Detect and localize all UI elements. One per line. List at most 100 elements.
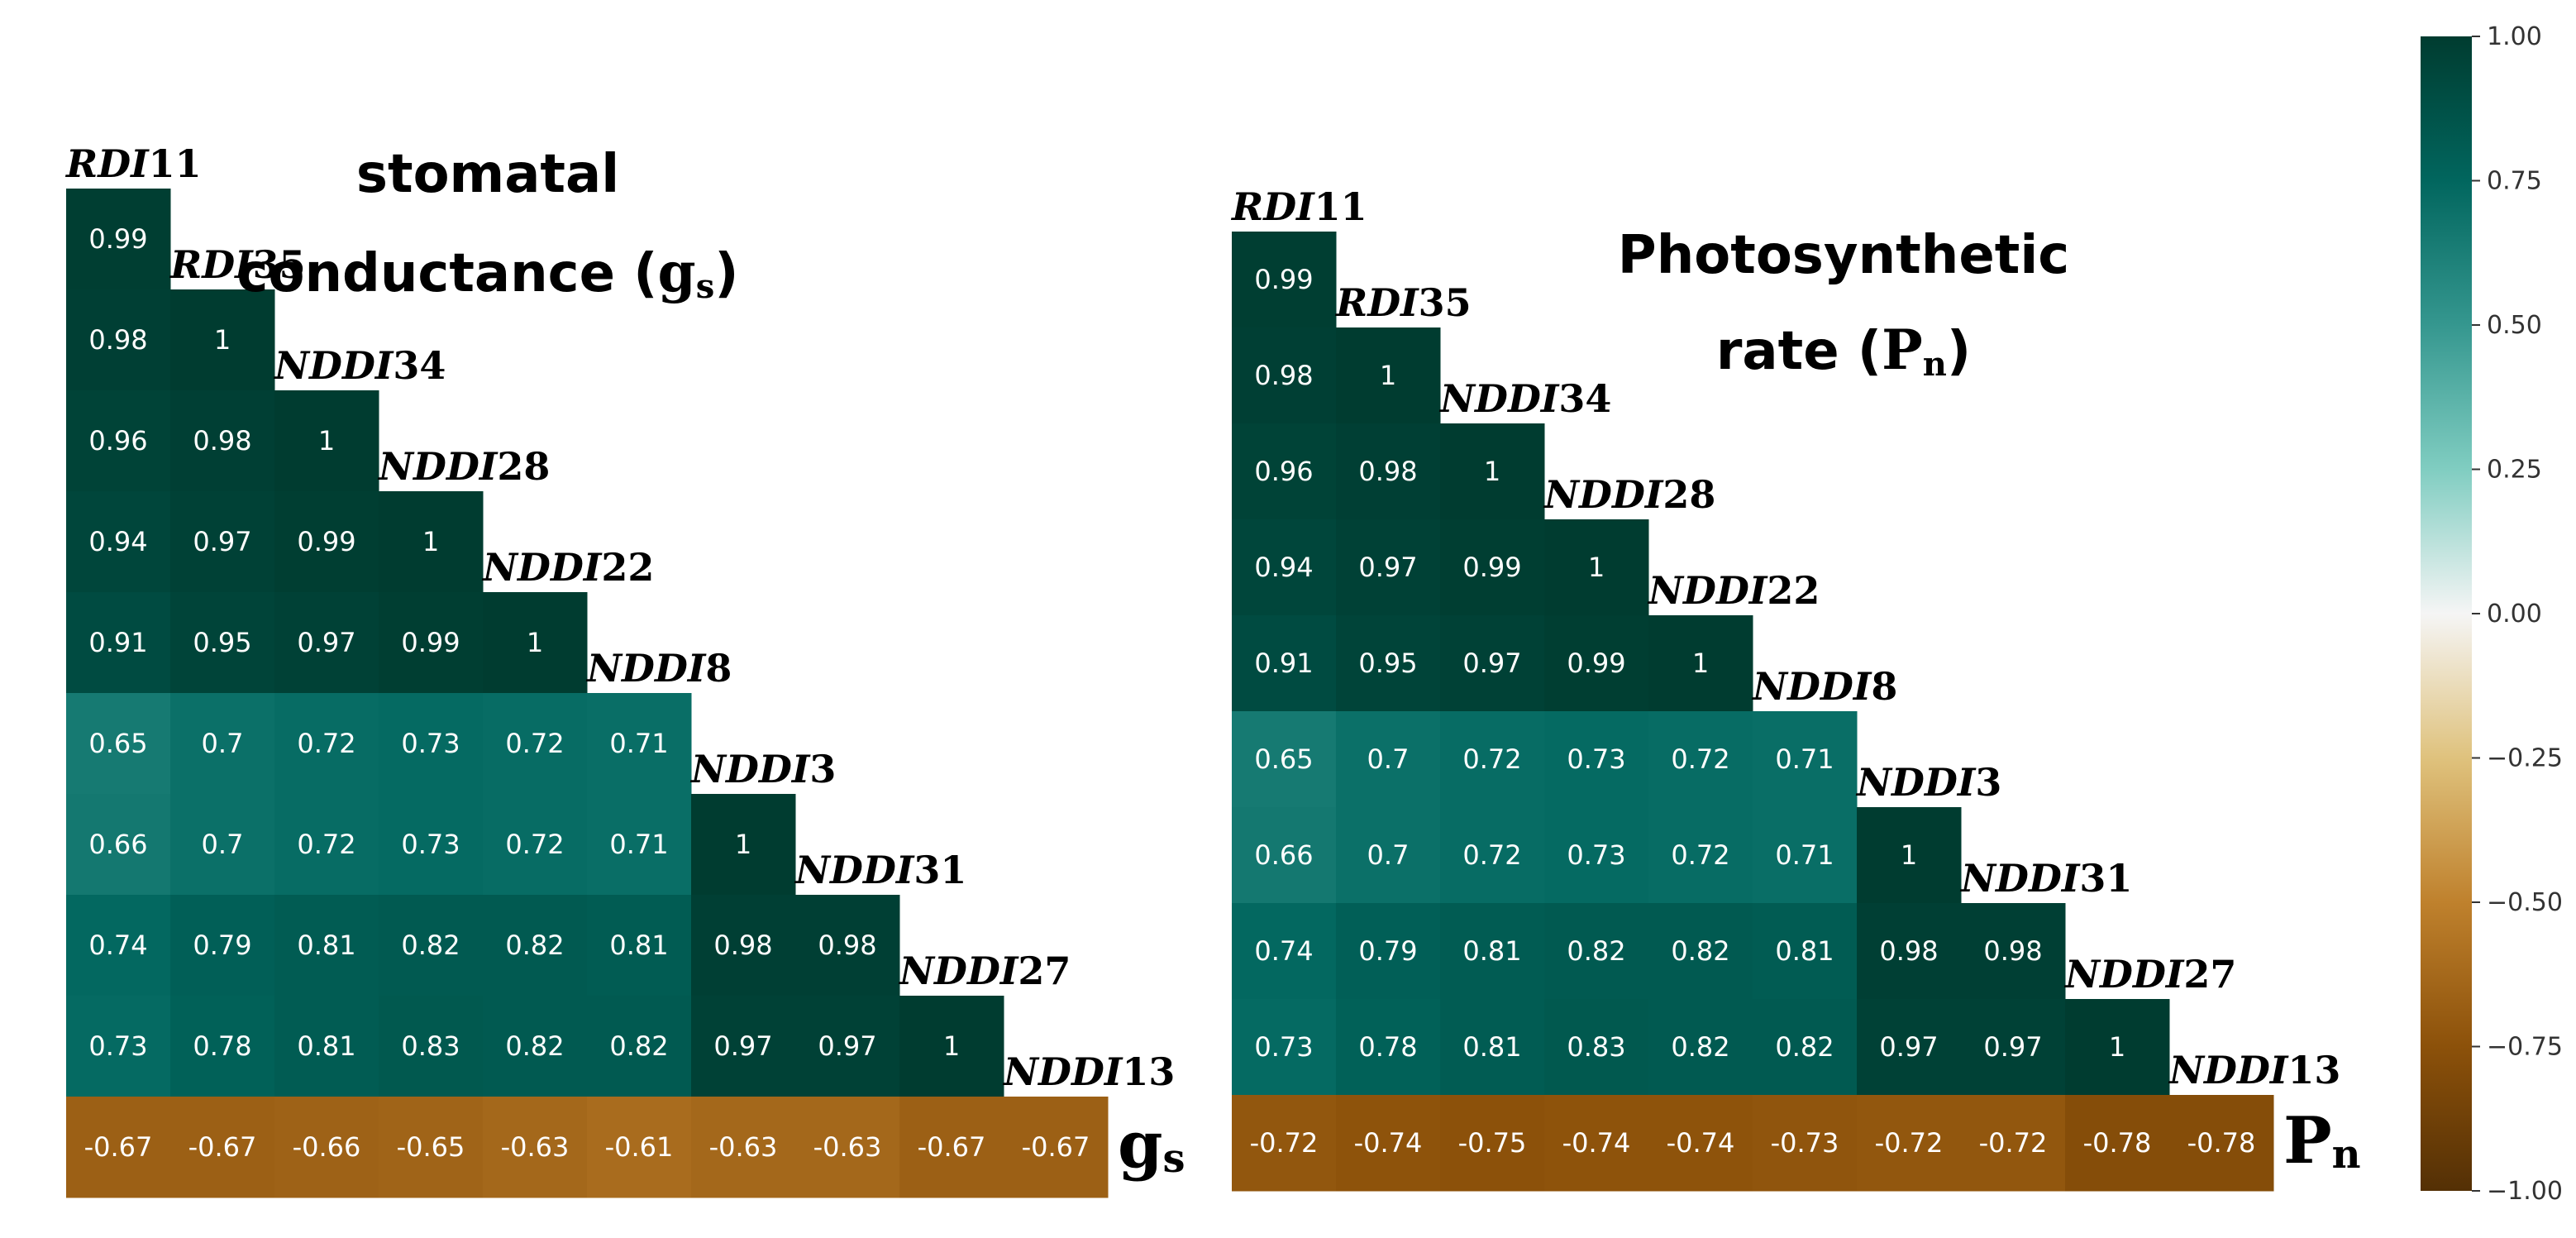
heatmap-cell-r8-c2 <box>1440 999 1545 1096</box>
variable-label-number: 3 <box>809 747 836 791</box>
heatmap-cell-r7-c6 <box>691 895 796 997</box>
heatmap-cell-r7-c6 <box>1857 903 1962 1000</box>
heatmap-cell-r5-c5 <box>587 693 692 795</box>
panel-title-line1: stomatal <box>356 144 619 205</box>
heatmap-cell-r7-c0 <box>66 895 171 997</box>
heatmap-cell-r4-c3 <box>379 592 484 694</box>
heatmap-cell-r7-c4 <box>483 895 588 997</box>
variable-label-number: 31 <box>914 848 966 892</box>
cell-value-label: -0.72 <box>1979 1127 2048 1159</box>
variable-label-number: 27 <box>2183 952 2236 997</box>
heatmap-cell-r8-c3 <box>379 996 484 1097</box>
cell-value-label: 0.73 <box>1254 1031 1313 1063</box>
cell-value-label: 0.79 <box>1358 935 1417 967</box>
cell-value-label: 0.97 <box>1358 552 1417 583</box>
colorbar-tick-label: −0.50 <box>2487 888 2563 917</box>
heatmap-cell-r1-c0 <box>1232 327 1337 424</box>
cell-value-label: 0.72 <box>1671 743 1729 775</box>
heatmap-cell-r9-c3 <box>379 1097 484 1198</box>
cell-value-label: 0.97 <box>713 1030 772 1062</box>
heatmap-cell-r3-c3 <box>1544 519 1649 616</box>
heatmap-cell-r8-c1 <box>1336 999 1441 1096</box>
heatmap-cell-r5-c3 <box>1544 711 1649 808</box>
heatmap-cell-r8-c2 <box>274 996 379 1097</box>
panel-title-text: conductance ( <box>237 243 658 304</box>
cell-value-label: 1 <box>1692 648 1709 679</box>
variable-label-prefix: NDDI <box>481 545 603 590</box>
heatmap-cell-r2-c1 <box>1336 423 1441 520</box>
heatmap-cell-r4-c0 <box>1232 615 1337 712</box>
variable-label-nddi8: NDDI8 <box>585 646 732 691</box>
variable-label-prefix: NDDI <box>689 747 811 791</box>
panel-title-symbol: P <box>1882 318 1923 382</box>
panel-title-line1: Photosynthetic <box>1618 225 2069 286</box>
cell-value-label: 0.81 <box>609 930 668 961</box>
heatmap-cell-r8-c4 <box>483 996 588 1097</box>
heatmap-cell-r7-c1 <box>170 895 275 997</box>
heatmap-cell-r9-c9 <box>1004 1097 1109 1198</box>
heatmap-cell-r5-c1 <box>170 693 275 795</box>
variable-label-prefix: RDI <box>1334 280 1419 325</box>
variable-label-number: 35 <box>1419 280 1472 325</box>
cell-value-label: -0.61 <box>605 1131 674 1163</box>
heatmap-cell-r5-c2 <box>274 693 379 795</box>
cell-value-label: -0.67 <box>84 1131 153 1163</box>
variable-label-prefix: NDDI <box>2168 1048 2289 1092</box>
variable-label-prefix: NDDI <box>1002 1049 1123 1094</box>
panel-title-close: ) <box>714 243 738 304</box>
variable-label-prefix: NDDI <box>898 949 1019 993</box>
cell-value-label: 0.99 <box>401 627 460 658</box>
heatmap-cell-r9-c4 <box>1648 1095 1753 1192</box>
panel-title-close: ) <box>1947 321 1971 382</box>
heatmap-cell-r7-c3 <box>379 895 484 997</box>
heatmap-cell-r6-c2 <box>274 794 379 896</box>
cell-value-label: 0.73 <box>401 829 460 860</box>
heatmap-cell-r3-c0 <box>66 491 171 593</box>
cell-value-label: 0.99 <box>88 223 147 255</box>
heatmap-cell-r1-c1 <box>170 289 275 391</box>
heatmap-cell-r6-c3 <box>379 794 484 896</box>
cell-value-label: 1 <box>735 829 751 860</box>
cell-value-label: 0.79 <box>193 930 251 961</box>
heatmap-cell-r7-c7 <box>795 895 900 997</box>
cell-value-label: 0.99 <box>297 526 355 557</box>
heatmap-cell-r4-c1 <box>170 592 275 694</box>
heatmap-cell-r3-c0 <box>1232 519 1337 616</box>
cell-value-label: 0.72 <box>297 829 355 860</box>
cell-value-label: 0.98 <box>1983 935 2042 967</box>
heatmap-cell-r6-c6 <box>1857 807 1962 904</box>
variable-label-nddi28: NDDI28 <box>377 444 550 489</box>
heatmap-cell-r7-c2 <box>274 895 379 997</box>
variable-label-prefix: NDDI <box>1959 856 2081 901</box>
cell-value-label: 0.97 <box>297 627 355 658</box>
heatmap-cell-r8-c5 <box>1753 999 1858 1096</box>
variable-label-nddi34: NDDI34 <box>1438 376 1611 421</box>
cell-value-label: 0.95 <box>193 627 251 658</box>
target-symbol: g <box>1118 1107 1163 1183</box>
cell-value-label: 0.82 <box>505 1030 564 1062</box>
variable-label-prefix: NDDI <box>1543 472 1664 517</box>
heatmap-cell-r5-c4 <box>483 693 588 795</box>
cell-value-label: 0.72 <box>1462 743 1521 775</box>
heatmap-cell-r3-c2 <box>274 491 379 593</box>
variable-label-number: 11 <box>1314 184 1367 229</box>
cell-value-label: 0.78 <box>1358 1031 1417 1063</box>
variable-label-nddi28: NDDI28 <box>1543 472 1715 517</box>
heatmap-cell-r8-c8 <box>2065 999 2170 1096</box>
colorbar-tick-label: −0.75 <box>2487 1033 2563 1062</box>
heatmap-cell-r8-c8 <box>899 996 1004 1097</box>
variable-label-prefix: NDDI <box>1438 376 1560 421</box>
heatmap-cell-r8-c7 <box>1961 999 2066 1096</box>
heatmap-cell-r8-c0 <box>1232 999 1337 1096</box>
cell-value-label: -0.74 <box>1562 1127 1631 1159</box>
cell-value-label: 0.96 <box>1254 456 1313 487</box>
heatmap-cell-r3-c3 <box>379 491 484 593</box>
heatmap-cell-r8-c3 <box>1544 999 1649 1096</box>
cell-value-label: 0.83 <box>1567 1031 1625 1063</box>
colorbar-tick-label: −1.00 <box>2487 1177 2563 1206</box>
variable-label-nddi3: NDDI3 <box>1855 760 2001 805</box>
variable-label-prefix: NDDI <box>1855 760 1977 805</box>
variable-label-prefix: RDI <box>169 242 254 287</box>
heatmap-cell-r9-c9 <box>2169 1095 2274 1192</box>
cell-value-label: -0.72 <box>1250 1127 1319 1159</box>
